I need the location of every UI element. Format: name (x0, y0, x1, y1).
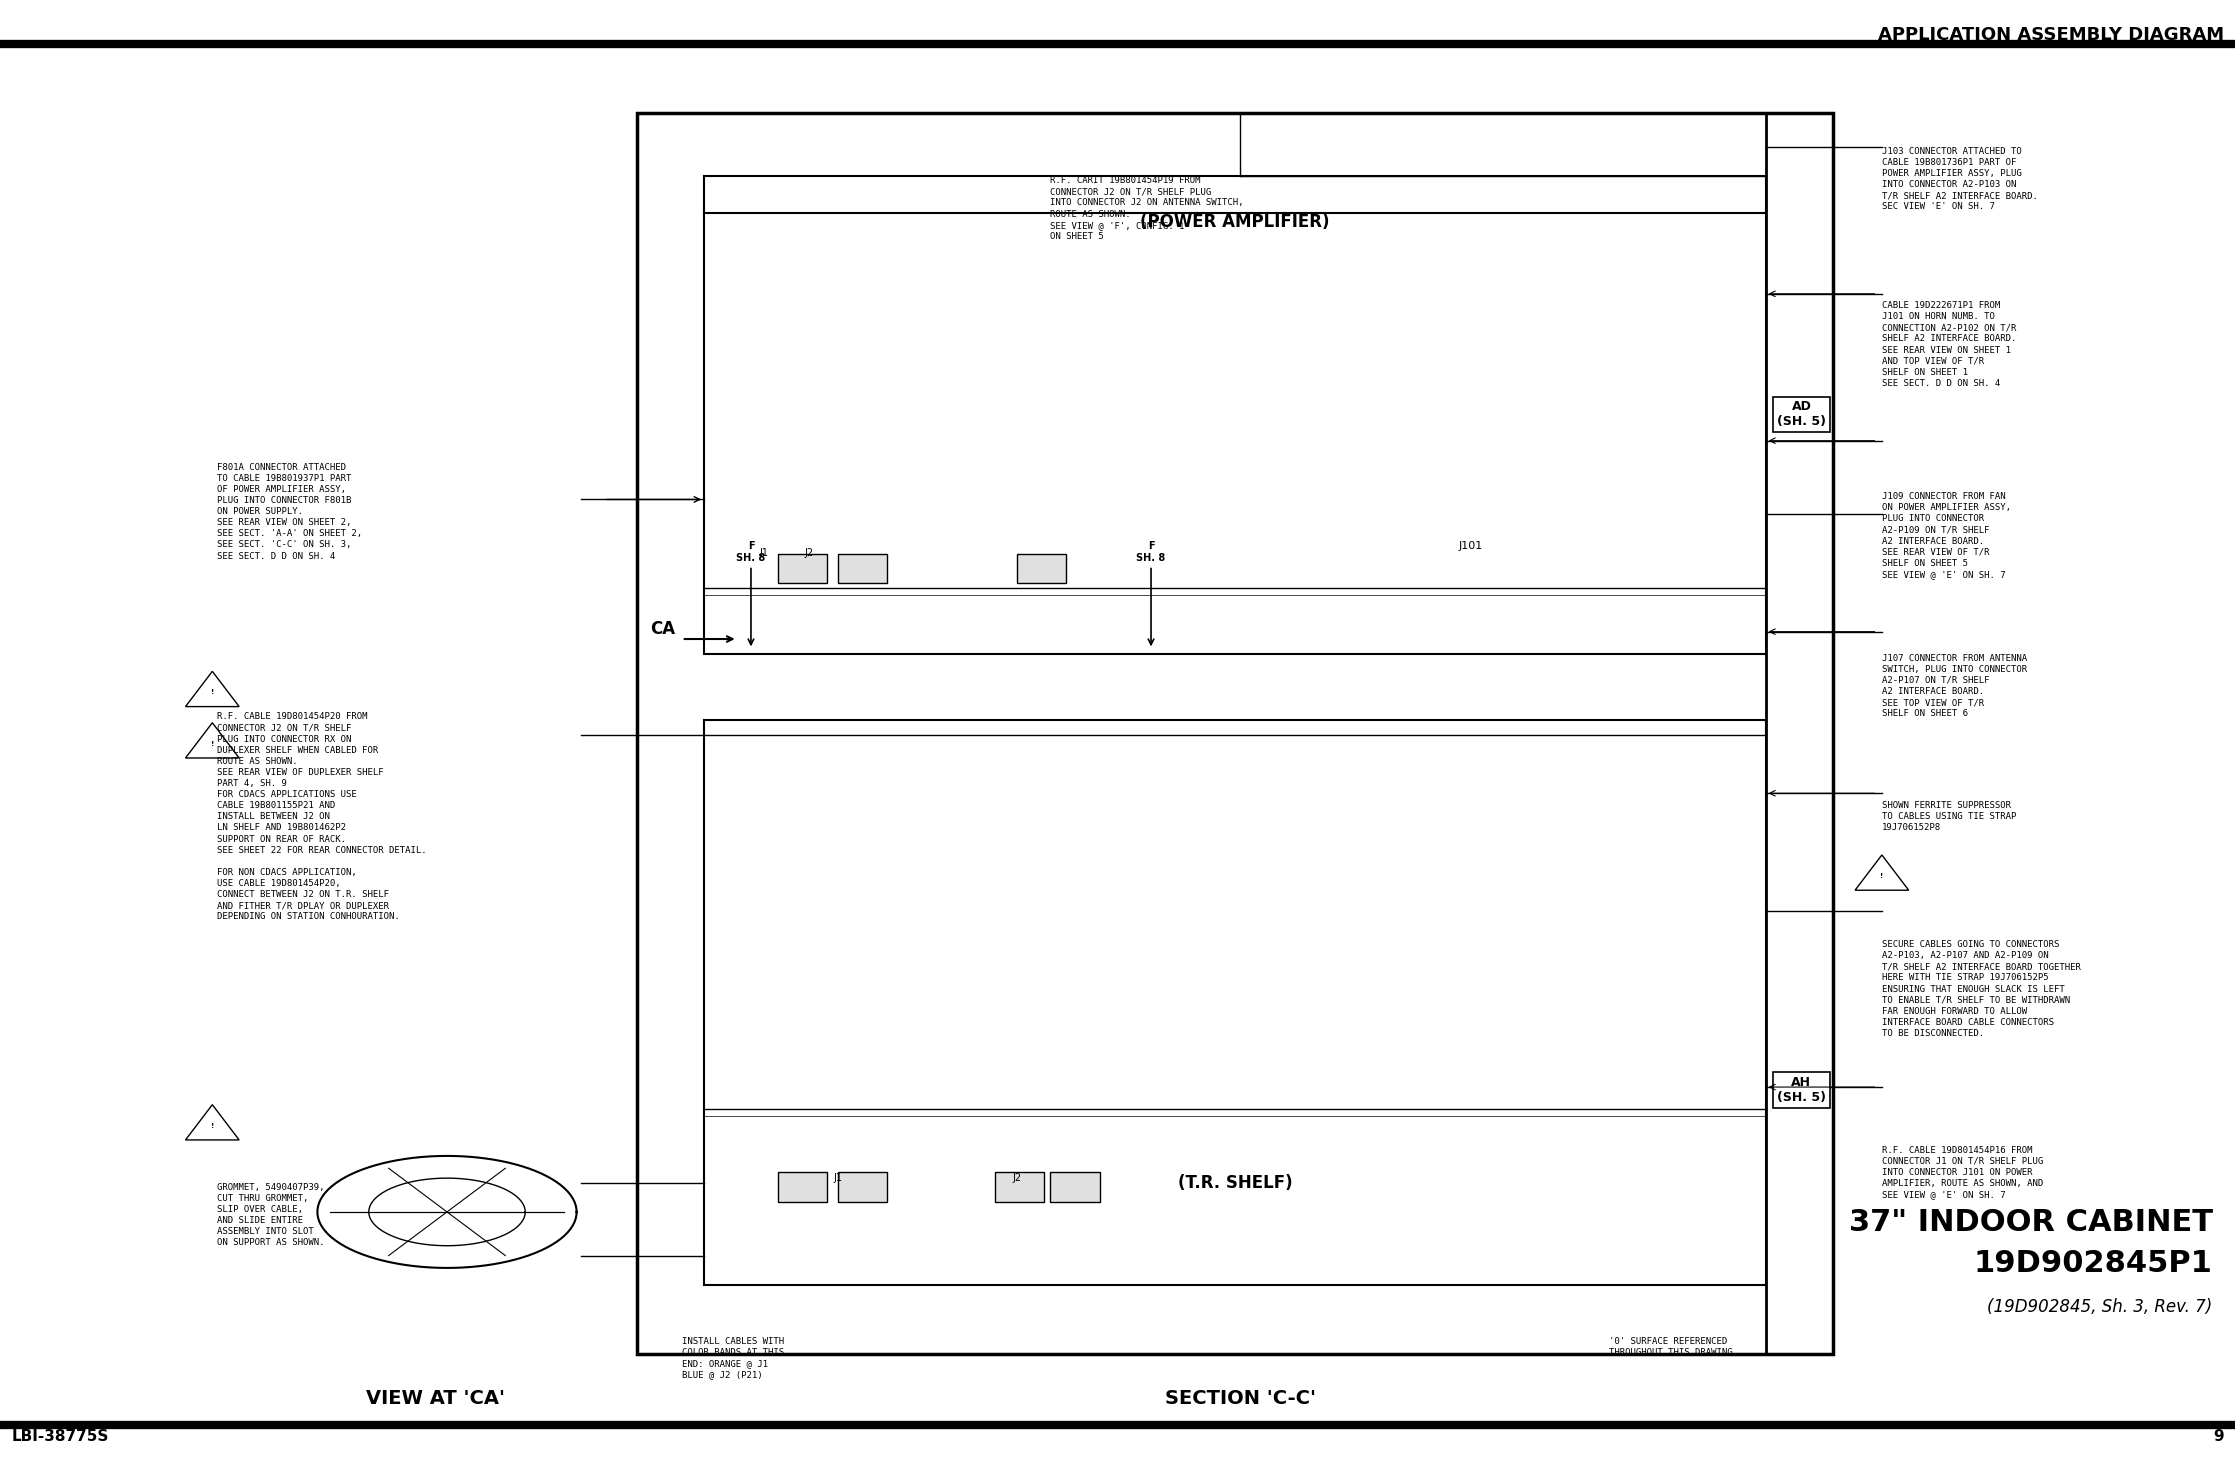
Bar (778, 554, 827, 583)
Bar (1050, 1172, 1100, 1202)
Text: !: ! (1880, 873, 1884, 878)
Text: CA: CA (650, 620, 675, 638)
Text: J2: J2 (805, 548, 814, 558)
Text: VIEW AT 'CA': VIEW AT 'CA' (367, 1390, 505, 1407)
Text: J2: J2 (1012, 1172, 1021, 1183)
Text: APPLICATION ASSEMBLY DIAGRAM: APPLICATION ASSEMBLY DIAGRAM (1877, 26, 2224, 44)
Text: LBI-38775S: LBI-38775S (11, 1429, 110, 1444)
Text: AD
(SH. 5): AD (SH. 5) (1777, 400, 1826, 429)
Text: !: ! (210, 689, 215, 695)
Text: SECURE CABLES GOING TO CONNECTORS
A2-P103, A2-P107 AND A2-P109 ON
T/R SHELF A2 I: SECURE CABLES GOING TO CONNECTORS A2-P10… (1882, 940, 2081, 1039)
Text: R.F. CABLE 19D801454P20 FROM
CONNECTOR J2 ON T/R SHELF
PLUG INTO CONNECTOR RX ON: R.F. CABLE 19D801454P20 FROM CONNECTOR J… (217, 712, 427, 921)
Text: J1: J1 (834, 1172, 843, 1183)
Text: F801A CONNECTOR ATTACHED
TO CABLE 19B801937P1 PART
OF POWER AMPLIFIER ASSY,
PLUG: F801A CONNECTOR ATTACHED TO CABLE 19B801… (217, 463, 362, 561)
Text: SHOWN FERRITE SUPPRESSOR
TO CABLES USING TIE STRAP
19J706152P8: SHOWN FERRITE SUPPRESSOR TO CABLES USING… (1882, 801, 2016, 831)
Text: GROMMET, 5490407P39,
CUT THRU GROMMET,
SLIP OVER CABLE,
AND SLIDE ENTIRE
ASSEMBL: GROMMET, 5490407P39, CUT THRU GROMMET, S… (217, 1183, 324, 1247)
Text: AH
(SH. 5): AH (SH. 5) (1777, 1075, 1826, 1105)
Bar (704, 720, 1766, 1285)
Bar (637, 113, 1833, 1354)
Text: SECTION 'C-C': SECTION 'C-C' (1164, 1390, 1316, 1407)
Bar (778, 1172, 827, 1202)
Text: J103 CONNECTOR ATTACHED TO
CABLE 19B801736P1 PART OF
POWER AMPLIFIER ASSY, PLUG
: J103 CONNECTOR ATTACHED TO CABLE 19B8017… (1882, 147, 2038, 212)
Bar (838, 1172, 887, 1202)
Text: F
SH. 8: F SH. 8 (735, 541, 767, 563)
Text: !: ! (210, 1122, 215, 1128)
Text: 9: 9 (2213, 1429, 2224, 1444)
Text: J107 CONNECTOR FROM ANTENNA
SWITCH, PLUG INTO CONNECTOR
A2-P107 ON T/R SHELF
A2 : J107 CONNECTOR FROM ANTENNA SWITCH, PLUG… (1882, 654, 2027, 718)
Text: '0' SURFACE REFERENCED
THROUGHOUT THIS DRAWING: '0' SURFACE REFERENCED THROUGHOUT THIS D… (1609, 1337, 1732, 1357)
Text: J1: J1 (760, 548, 769, 558)
Bar (838, 554, 887, 583)
Text: J109 CONNECTOR FROM FAN
ON POWER AMPLIFIER ASSY,
PLUG INTO CONNECTOR
A2-P109 ON : J109 CONNECTOR FROM FAN ON POWER AMPLIFI… (1882, 492, 2012, 579)
Text: (19D902845, Sh. 3, Rev. 7): (19D902845, Sh. 3, Rev. 7) (1987, 1299, 2213, 1316)
Text: (T.R. SHELF): (T.R. SHELF) (1178, 1174, 1292, 1191)
Text: (POWER AMPLIFIER): (POWER AMPLIFIER) (1140, 213, 1330, 231)
Text: R.F. CABLE 19D801454P16 FROM
CONNECTOR J1 ON T/R SHELF PLUG
INTO CONNECTOR J101 : R.F. CABLE 19D801454P16 FROM CONNECTOR J… (1882, 1146, 2043, 1199)
Text: INSTALL CABLES WITH
COLOR BANDS AT THIS
END: ORANGE @ J1
BLUE @ J2 (P21): INSTALL CABLES WITH COLOR BANDS AT THIS … (682, 1337, 784, 1379)
Text: !: ! (210, 740, 215, 746)
Text: F
SH. 8: F SH. 8 (1135, 541, 1167, 563)
Text: R.F. CARIT 19B801454P19 FROM
CONNECTOR J2 ON T/R SHELF PLUG
INTO CONNECTOR J2 ON: R.F. CARIT 19B801454P19 FROM CONNECTOR J… (1050, 176, 1245, 241)
Text: CABLE 19D222671P1 FROM
J101 ON HORN NUMB. TO
CONNECTION A2-P102 ON T/R
SHELF A2 : CABLE 19D222671P1 FROM J101 ON HORN NUMB… (1882, 301, 2016, 388)
Text: J101: J101 (1459, 542, 1482, 551)
Text: 19D902845P1: 19D902845P1 (1974, 1249, 2213, 1278)
Text: 37" INDOOR CABINET: 37" INDOOR CABINET (1848, 1208, 2213, 1237)
Bar (1017, 554, 1066, 583)
Bar (995, 1172, 1044, 1202)
Bar (704, 176, 1766, 654)
